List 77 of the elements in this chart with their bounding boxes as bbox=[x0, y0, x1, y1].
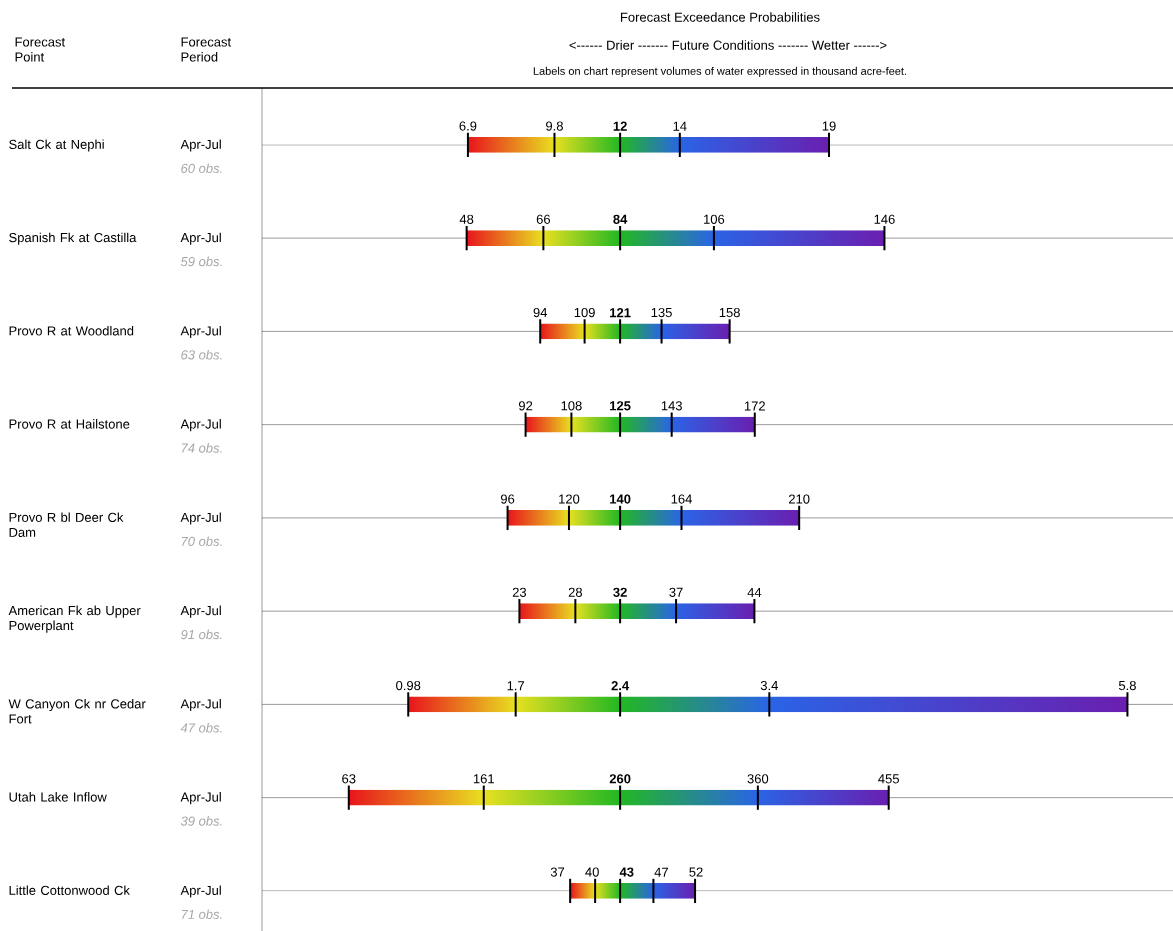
data-label: 143 bbox=[661, 401, 682, 411]
data-label: 260 bbox=[609, 774, 631, 784]
category-label: Provo R at Hailstone bbox=[9, 419, 130, 429]
data-label: 2.4 bbox=[611, 681, 630, 691]
category-label: W Canyon Ck nr Cedar Fort bbox=[8, 698, 146, 724]
data-label: 48 bbox=[459, 214, 474, 224]
text: Apr-Jul bbox=[180, 325, 221, 339]
text: Apr-Jul bbox=[180, 792, 221, 805]
data-label: 360 bbox=[747, 774, 769, 784]
category-label: Utah Lake Inflow bbox=[9, 792, 107, 802]
data-label: 92 bbox=[518, 401, 533, 411]
text: Apr-Jul bbox=[180, 512, 221, 525]
text: Apr-Jul bbox=[180, 605, 221, 618]
text: 60 obs. bbox=[181, 163, 222, 173]
data-label: 5.8 bbox=[1118, 680, 1136, 691]
data-label: 96 bbox=[500, 494, 515, 504]
category-label: American Fk ab Upper Powerplant bbox=[8, 605, 141, 633]
data-label: 172 bbox=[744, 401, 765, 411]
text: 70 obs. bbox=[181, 536, 222, 546]
text: Apr-Jul bbox=[180, 232, 221, 245]
data-label: 125 bbox=[610, 401, 631, 411]
data-label: 140 bbox=[610, 494, 631, 504]
category-label: Provo R bl Deer Ck Dam bbox=[9, 512, 124, 537]
data-label: 40 bbox=[585, 867, 599, 877]
data-label: 28 bbox=[568, 587, 583, 597]
data-label: 109 bbox=[574, 307, 595, 318]
text: Apr-Jul bbox=[180, 139, 221, 152]
text: Forecast Point bbox=[15, 37, 66, 62]
data-label: 161 bbox=[473, 774, 494, 784]
data-label: 455 bbox=[878, 774, 899, 784]
category-label: Little Cottonwood Ck bbox=[9, 885, 130, 895]
data-label: 158 bbox=[719, 307, 740, 318]
data-label: 63 bbox=[342, 774, 356, 784]
data-label: 66 bbox=[536, 214, 551, 224]
text: Apr-Jul bbox=[180, 419, 221, 432]
data-label: 108 bbox=[561, 401, 582, 411]
data-label: 3.4 bbox=[760, 680, 778, 691]
data-label: 106 bbox=[704, 214, 725, 224]
data-label: 44 bbox=[747, 587, 762, 597]
text: <------ Drier ------- Future Conditions ------- Wetter ------> bbox=[569, 40, 887, 50]
text: 74 obs. bbox=[181, 443, 222, 453]
data-label: 84 bbox=[613, 214, 628, 224]
data-label: 52 bbox=[689, 867, 703, 877]
data-label: 12 bbox=[613, 121, 627, 131]
category-label: Salt Ck at Nephi bbox=[9, 139, 104, 152]
text: 71 obs. bbox=[181, 909, 222, 919]
data-label: 146 bbox=[874, 214, 895, 224]
text: 47 obs. bbox=[180, 722, 222, 733]
data-label: 43 bbox=[619, 867, 634, 877]
text: Forecast Period bbox=[181, 37, 232, 62]
data-label: 1.7 bbox=[507, 681, 525, 691]
data-label: 23 bbox=[512, 587, 527, 597]
data-label: 164 bbox=[671, 494, 692, 504]
category-label: Provo R at Woodland bbox=[9, 325, 134, 336]
category-label: Spanish Fk at Castilla bbox=[9, 232, 137, 245]
data-label: 32 bbox=[613, 587, 627, 597]
text: Apr-Jul bbox=[180, 698, 221, 712]
data-label: 120 bbox=[559, 494, 580, 504]
data-label: 121 bbox=[610, 308, 631, 318]
data-label: 94 bbox=[533, 307, 548, 318]
text: Labels on chart represent volumes of water expressed in thousand acre-feet. bbox=[533, 66, 907, 78]
data-label: 14 bbox=[673, 121, 687, 131]
text: Apr-Jul bbox=[180, 885, 221, 898]
data-label: 47 bbox=[654, 867, 668, 877]
text: 91 obs. bbox=[180, 629, 222, 640]
data-label: 37 bbox=[669, 587, 683, 597]
data-label: 0.98 bbox=[396, 680, 421, 691]
data-label: 9.8 bbox=[546, 121, 563, 131]
text: Forecast Exceedance Probabilities bbox=[620, 12, 820, 22]
text: 59 obs. bbox=[180, 256, 222, 267]
data-label: 135 bbox=[651, 307, 672, 318]
text: 63 obs. bbox=[181, 349, 222, 360]
text: 39 obs. bbox=[180, 816, 222, 826]
data-label: 210 bbox=[788, 494, 810, 504]
data-label: 19 bbox=[822, 121, 836, 131]
data-label: 6.9 bbox=[459, 121, 477, 131]
data-label: 37 bbox=[550, 867, 565, 877]
